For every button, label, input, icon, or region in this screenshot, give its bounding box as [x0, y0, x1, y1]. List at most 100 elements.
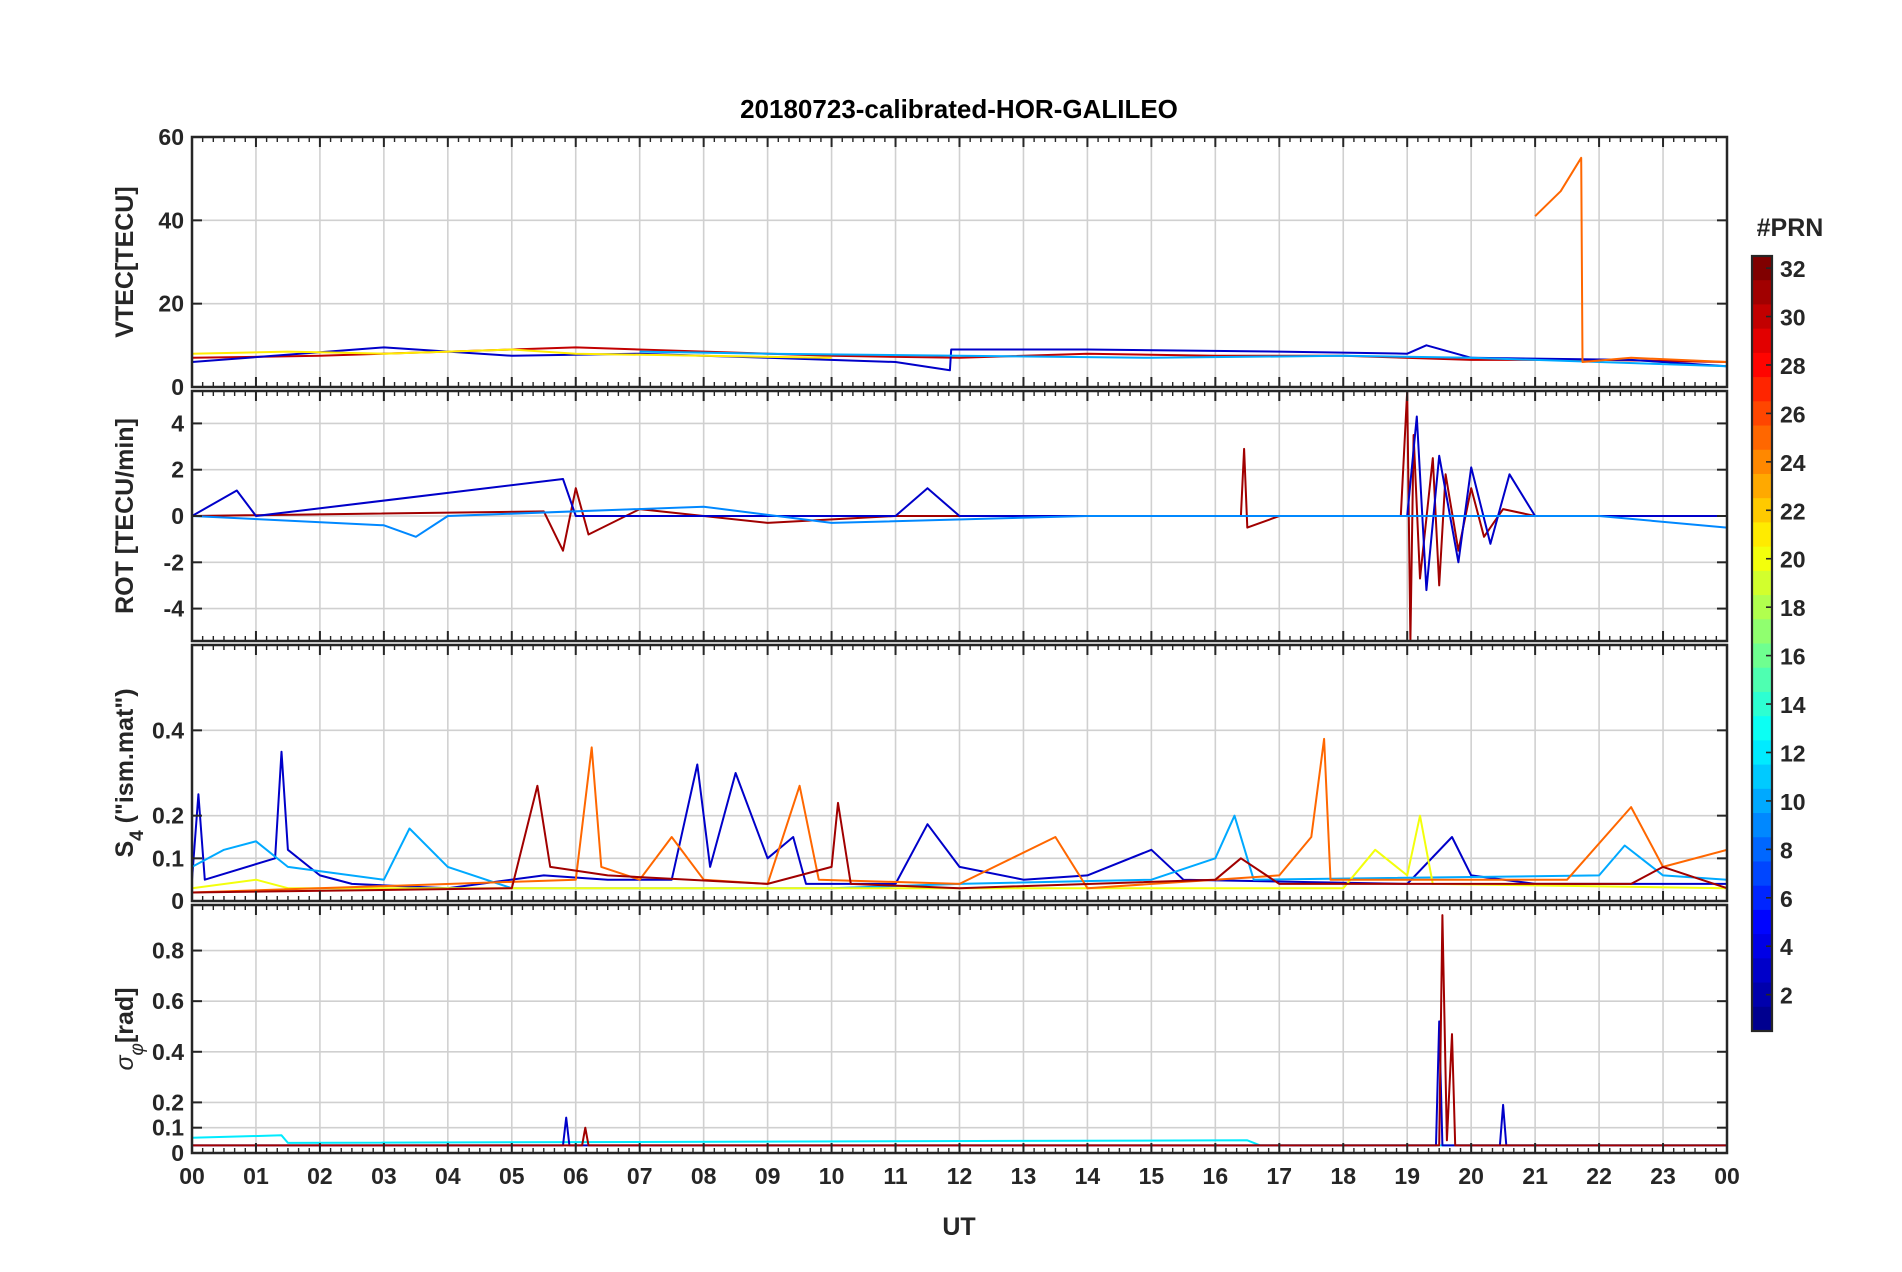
colorbar-swatch: [1752, 328, 1772, 354]
series-line-prn-25: [1534, 156, 1727, 363]
x-tick-label: 23: [1650, 1163, 1676, 1189]
series-line-prn-3: [192, 415, 1727, 592]
x-tick-label: 09: [755, 1163, 781, 1189]
chart-title: 20180723-calibrated-HOR-GALILEO: [740, 94, 1178, 124]
y-tick-label: 60: [158, 124, 184, 150]
x-tick-label: 00: [179, 1163, 205, 1189]
series-line-prn-3: [192, 344, 1727, 372]
colorbar-tick-label: 22: [1780, 498, 1806, 524]
x-tick-label: 12: [947, 1163, 973, 1189]
y-tick-label: 20: [158, 291, 184, 317]
x-tick-label: 08: [691, 1163, 717, 1189]
colorbar-label: #PRN: [1757, 214, 1824, 242]
colorbar-swatch: [1752, 352, 1772, 378]
colorbar-swatch: [1752, 740, 1772, 766]
colorbar-tick-label: 12: [1780, 740, 1806, 766]
y-tick-label: 0.8: [152, 938, 184, 964]
colorbar-swatch: [1752, 570, 1772, 596]
x-tick-label: 11: [883, 1163, 908, 1189]
x-tick-label: 06: [563, 1163, 589, 1189]
y-tick-label: -2: [164, 549, 184, 575]
colorbar-frame: [1750, 254, 1774, 1033]
x-tick-label: 19: [1394, 1163, 1420, 1189]
x-tick-label: 20: [1458, 1163, 1484, 1189]
colorbar-swatch: [1752, 958, 1772, 984]
y-tick-label: 0.1: [152, 1115, 184, 1141]
x-tick-label: 18: [1330, 1163, 1356, 1189]
colorbar-swatch: [1752, 885, 1772, 911]
series-line-prn-21: [192, 348, 832, 359]
y-tick-label: 0: [171, 1140, 184, 1166]
y-tick-label: 0: [171, 374, 184, 400]
x-tick-label: 01: [243, 1163, 269, 1189]
x-tick-label: 21: [1522, 1163, 1548, 1189]
x-axis-label: UT: [942, 1213, 975, 1241]
y-tick-label: 4: [171, 410, 184, 436]
colorbar-tick-label: 6: [1780, 886, 1793, 912]
y-tick-label: 0.2: [152, 803, 184, 829]
y-axis-label: ROT [TECU/min]: [111, 418, 139, 614]
colorbar-swatch: [1752, 691, 1772, 717]
series-line-prn-20: [192, 814, 1727, 890]
x-tick-label: 16: [1203, 1163, 1229, 1189]
series-group: [192, 391, 1727, 641]
panel-1: 0 20 40 60 VTEC[TECU]: [111, 124, 1729, 400]
colorbar-tick-label: 10: [1780, 789, 1806, 815]
x-tick-label: 22: [1586, 1163, 1612, 1189]
colorbar-swatch: [1752, 861, 1772, 887]
colorbar-swatch: [1752, 377, 1772, 402]
y-tick-label: 0: [171, 503, 184, 529]
series-line-prn-10: [639, 350, 1727, 368]
colorbar-tick-label: 30: [1780, 305, 1806, 331]
colorbar-swatch: [1752, 280, 1772, 306]
series-line-prn-31: [192, 784, 1727, 894]
colorbar-tick-label: 2: [1780, 983, 1793, 1009]
colorbar-tick-label: 8: [1780, 837, 1793, 863]
colorbar-tick-label: 14: [1780, 692, 1806, 718]
y-tick-label: -4: [164, 596, 185, 622]
colorbar-swatch: [1752, 546, 1772, 572]
y-axis-label: S4 ("ism.mat"): [111, 688, 148, 857]
colorbar-swatch: [1752, 449, 1772, 475]
colorbar-swatch: [1752, 837, 1772, 863]
panel-4: 00.10.2 0.4 0.6 0.8σφ[rad]: [111, 903, 1729, 1166]
y-tick-label: 0.6: [152, 988, 184, 1014]
y-tick-label: 0.1: [152, 845, 184, 871]
series-group: [192, 737, 1727, 894]
y-tick-label: 2: [171, 457, 184, 483]
x-tick-label: 04: [435, 1163, 461, 1189]
x-tick-label: 00: [1714, 1163, 1740, 1189]
colorbar-swatch: [1752, 764, 1772, 790]
y-axis-label: σφ[rad]: [111, 987, 148, 1070]
series-group: [192, 156, 1727, 372]
colorbar-swatch: [1752, 595, 1772, 620]
x-tick-label: 03: [371, 1163, 397, 1189]
panel-3: 0 0.1 0.2 0.4S4 ("ism.mat"): [111, 643, 1729, 914]
colorbar-swatch: [1752, 425, 1772, 451]
colorbar-tick-label: 18: [1780, 595, 1806, 621]
colorbar-swatch: [1752, 788, 1772, 814]
y-axis-label: VTEC[TECU]: [111, 186, 139, 337]
series-group: [192, 914, 1727, 1147]
colorbar-swatch: [1752, 909, 1772, 935]
x-tick-label: 14: [1075, 1163, 1101, 1189]
colorbar-swatch: [1752, 256, 1772, 281]
colorbar-swatch: [1752, 813, 1772, 838]
x-tick-label: 13: [1011, 1163, 1037, 1189]
x-tick-label: 15: [1139, 1163, 1165, 1189]
series-line-prn-9: [192, 505, 1727, 538]
colorbar-tick-label: 4: [1780, 934, 1793, 960]
colorbar-swatch: [1752, 522, 1772, 548]
y-tick-label: 0: [171, 888, 184, 914]
x-tick-label: 10: [819, 1163, 845, 1189]
colorbar-tick-label: 20: [1780, 547, 1806, 573]
y-tick-label: 40: [158, 207, 184, 233]
x-tick-label: 17: [1266, 1163, 1292, 1189]
panel-2: -4 -2 0 2 4 ROT [TECU/min]: [111, 389, 1729, 643]
colorbar-swatch: [1752, 473, 1772, 499]
y-tick-label: 0.4: [152, 717, 184, 743]
colorbar-tick-label: 24: [1780, 450, 1806, 476]
colorbar-tick-label: 26: [1780, 401, 1806, 427]
